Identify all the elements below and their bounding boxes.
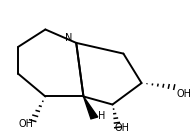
Polygon shape (84, 96, 98, 119)
Text: OH: OH (114, 123, 129, 133)
Text: OH: OH (18, 119, 33, 129)
Text: OH: OH (176, 89, 191, 99)
Text: N: N (65, 33, 73, 42)
Text: H: H (98, 111, 105, 121)
